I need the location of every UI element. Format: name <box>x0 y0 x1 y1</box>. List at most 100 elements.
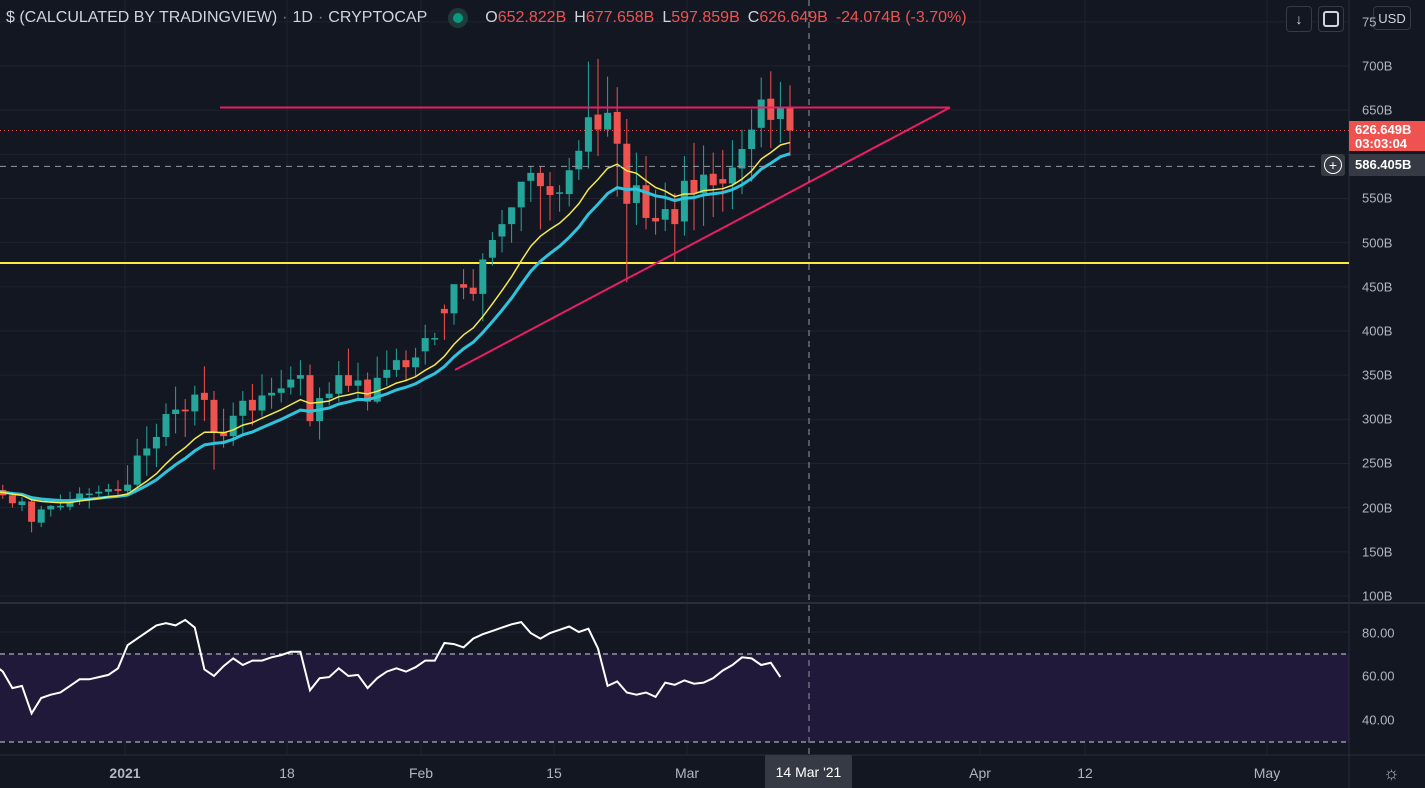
rsi-band-fill <box>0 654 1349 742</box>
rsi-axis-label: 60.00 <box>1362 668 1395 684</box>
last-price: 626.649B <box>1355 122 1412 137</box>
ohlc-low: 597.859B <box>671 9 740 26</box>
candle-body <box>95 491 103 494</box>
candle-body <box>76 493 84 502</box>
candle-body <box>325 393 333 399</box>
candle-body <box>604 112 612 130</box>
candle-body <box>8 495 16 504</box>
candle-body <box>469 287 477 294</box>
candle-body <box>402 360 410 368</box>
candle-body <box>776 107 784 119</box>
time-label: 2021 <box>109 765 141 781</box>
time-label: Feb <box>408 765 434 781</box>
crosshair-price-tag: 586.405B <box>1349 154 1425 176</box>
candle-body <box>431 338 439 340</box>
add-alert-button[interactable]: + <box>1321 154 1345 176</box>
candle-body <box>671 209 679 225</box>
candle-body <box>498 224 506 237</box>
price-axis-label: 450B <box>1362 279 1393 295</box>
candle-body <box>354 380 362 386</box>
ohlc-open-label: O <box>485 9 498 26</box>
candle-body <box>440 308 448 314</box>
rsi-axis-label: 40.00 <box>1362 712 1395 728</box>
candle-body <box>37 509 45 523</box>
settings-gear-icon[interactable]: ☼ <box>1383 763 1400 783</box>
candle-body <box>508 207 516 225</box>
candle-body <box>527 172 535 181</box>
ohlc-open: 652.822B <box>497 9 567 26</box>
candle-body <box>728 167 736 184</box>
ohlc-change: -24.074B (-3.70%) <box>835 9 967 26</box>
candle-body <box>268 392 276 396</box>
crosshair-date-tag: 14 Mar '21 <box>765 755 852 788</box>
exchange: CRYPTOCAP <box>328 9 428 26</box>
candle-body <box>632 185 640 203</box>
candle-body <box>56 505 64 508</box>
candle-body <box>172 409 180 415</box>
candle-body <box>85 493 93 496</box>
ohlc-close: 626.649B <box>759 9 828 26</box>
candle-body <box>210 399 218 432</box>
candle-body <box>296 375 304 379</box>
candle-body <box>517 181 525 208</box>
candle-body <box>287 379 295 388</box>
price-axis-label: 100B <box>1362 588 1393 604</box>
last-price-tag: 626.649B 03:03:04 <box>1349 121 1425 151</box>
candle-body <box>613 111 621 144</box>
time-label: Apr <box>969 765 991 781</box>
candle-body <box>133 455 141 485</box>
candle-body <box>421 338 429 352</box>
candle-body <box>536 172 544 187</box>
trend-line[interactable] <box>454 106 951 371</box>
candle-body <box>479 259 487 294</box>
candle-body <box>652 217 660 222</box>
plus-icon: + <box>1324 156 1342 174</box>
candle-body <box>306 375 314 422</box>
interval[interactable]: 1D <box>292 9 313 26</box>
candle-body <box>335 375 343 394</box>
candle-body <box>162 414 170 437</box>
download-button[interactable]: ↓ <box>1286 6 1312 32</box>
candle-body <box>124 484 132 491</box>
candle-body <box>488 240 496 258</box>
candle-body <box>623 143 631 204</box>
symbol-legend: $ (CALCULATED BY TRADINGVIEW) · 1D · CRY… <box>6 9 967 26</box>
price-axis-label: 75 <box>1362 14 1377 30</box>
candle-body <box>700 174 708 194</box>
candle-body <box>642 185 650 218</box>
candle-body <box>412 357 420 368</box>
candle-body <box>277 388 285 393</box>
candle-body <box>18 501 26 506</box>
price-axis-label: 200B <box>1362 500 1393 516</box>
candle-body <box>344 375 352 386</box>
candle-body <box>719 179 727 184</box>
symbol-name[interactable]: $ (CALCULATED BY TRADINGVIEW) <box>6 9 278 26</box>
candle-body <box>239 400 247 416</box>
fullscreen-button[interactable] <box>1318 6 1344 32</box>
candle-body <box>258 395 266 411</box>
ohlc-high: 677.658B <box>585 9 655 26</box>
ema-fast-line[interactable] <box>0 141 791 504</box>
candle-body <box>680 180 688 222</box>
price-axis-label: 650B <box>1362 102 1393 118</box>
candle-body <box>575 150 583 170</box>
ema-slow-line[interactable] <box>0 152 791 503</box>
bar-countdown: 03:03:04 <box>1355 136 1408 151</box>
time-label: May <box>1253 765 1281 781</box>
candle-body <box>392 360 400 370</box>
candle-body <box>690 179 698 194</box>
price-axis-label: 500B <box>1362 235 1393 251</box>
candle-body <box>143 448 151 456</box>
price-axis-label: 300B <box>1362 411 1393 427</box>
candle-body <box>546 186 554 195</box>
candle-body <box>767 98 775 120</box>
arrow-down-icon: ↓ <box>1295 11 1303 27</box>
candle-body <box>220 431 228 437</box>
candle-body <box>748 129 756 150</box>
candle-body <box>373 377 381 402</box>
candle-body <box>200 392 208 400</box>
currency-button[interactable]: USD <box>1373 6 1411 30</box>
ohlc-close-label: C <box>747 9 760 26</box>
candle-body <box>229 415 237 437</box>
